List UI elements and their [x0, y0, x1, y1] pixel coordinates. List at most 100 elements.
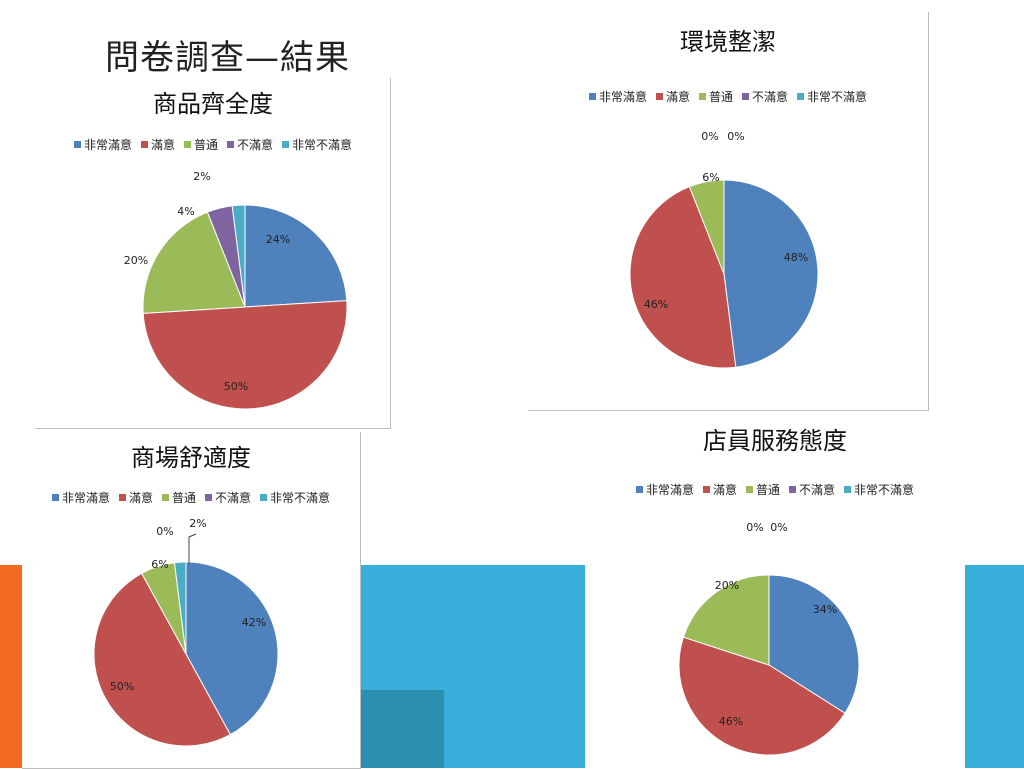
legend-swatch: [140, 141, 148, 148]
pie-slice-1: [723, 179, 819, 368]
legend-swatch: [797, 93, 805, 100]
legend-label: 普通: [708, 90, 733, 104]
data-label: 20%: [715, 579, 739, 592]
legend-item: 非常滿意: [588, 88, 647, 105]
chart-title: 店員服務態度: [703, 427, 847, 455]
pie-slice-3: [142, 211, 246, 314]
legend-item: 非常不滿意: [260, 489, 330, 506]
legend-label: 非常不滿意: [807, 90, 868, 104]
data-label: 6%: [151, 558, 168, 571]
legend-item: 不滿意: [742, 88, 788, 105]
legend-label: 普通: [755, 483, 780, 497]
legend-item: 滿意: [702, 481, 737, 498]
data-label: 2%: [193, 170, 210, 183]
chart-panel-mall-comfort: 商場舒適度 非常滿意 滿意 普通 不滿意 非常不滿意 42% 50% 6% 0% 2%: [22, 432, 361, 769]
page-title: 問卷調查—結果: [105, 38, 350, 78]
legend-item: 滿意: [655, 88, 690, 105]
legend-label: 不滿意: [752, 90, 789, 104]
legend-swatch: [588, 93, 596, 100]
legend-swatch: [161, 494, 169, 501]
pie-slice-3: [682, 574, 770, 666]
legend-swatch: [702, 486, 710, 493]
data-label: 50%: [110, 680, 134, 693]
legend-swatch: [227, 141, 234, 148]
chart-title: 環境整潔: [680, 28, 776, 56]
chart-legend: 非常滿意 滿意 普通 不滿意 非常不滿意: [528, 88, 928, 105]
pie-slice-1: [185, 561, 279, 736]
data-label: 0%: [746, 521, 763, 534]
legend-swatch: [742, 93, 749, 100]
data-label: 4%: [177, 205, 194, 218]
data-label: 24%: [266, 233, 290, 246]
chart-panel-staff-service-attitude: 店員服務態度 非常滿意 滿意 普通 不滿意 非常不滿意 34% 46% 20% 0% 0%: [585, 413, 965, 768]
legend-label: 普通: [171, 491, 196, 505]
data-label: 0%: [727, 130, 744, 143]
background-orange-band: [0, 565, 24, 768]
pie-slice-2: [93, 572, 232, 747]
chart-legend: 非常滿意 滿意 普通 不滿意 非常不滿意: [36, 136, 390, 153]
data-label: 6%: [702, 171, 719, 184]
chart-panel-product-variety: 商品齊全度 非常滿意 滿意 普通 不滿意 非常不滿意 24% 50% 20% 4% 2%: [36, 78, 391, 429]
legend-swatch: [260, 494, 268, 501]
data-label: 34%: [813, 603, 837, 616]
data-label: 0%: [770, 521, 787, 534]
pie-chart: 42% 50% 6% 0% 2%: [93, 517, 279, 747]
chart-panel-environment-cleanliness: 環境整潔 非常滿意 滿意 普通 不滿意 非常不滿意 48% 46% 6% 0% 0%: [528, 12, 929, 411]
pie-slice-1: [244, 204, 348, 308]
data-label: 2%: [189, 517, 206, 530]
pie-slice-2: [678, 636, 846, 756]
legend-label: 非常不滿意: [270, 491, 331, 505]
pie-slice-5: [173, 561, 187, 655]
legend-item: 滿意: [140, 136, 175, 153]
legend-item: 非常滿意: [635, 481, 694, 498]
legend-label: 非常不滿意: [854, 483, 915, 497]
chart-title: 商場舒適度: [131, 444, 251, 472]
legend-label: 滿意: [712, 483, 737, 497]
legend-label: 不滿意: [215, 491, 252, 505]
legend-swatch: [698, 93, 706, 100]
pie-slice-3: [688, 179, 725, 275]
data-label: 48%: [784, 251, 808, 264]
legend-item: 普通: [698, 88, 733, 105]
legend-label: 不滿意: [237, 138, 274, 152]
data-label: 0%: [156, 525, 173, 538]
leader-line: [188, 533, 197, 564]
legend-item: 普通: [745, 481, 780, 498]
legend-item: 不滿意: [205, 489, 251, 506]
legend-item: 不滿意: [789, 481, 835, 498]
pie-slice-5: [231, 204, 246, 308]
legend-item: 不滿意: [227, 136, 273, 153]
data-label: 0%: [701, 130, 718, 143]
legend-item: 滿意: [118, 489, 153, 506]
legend-label: 非常滿意: [598, 90, 647, 104]
pie-chart: 34% 46% 20% 0% 0%: [678, 521, 860, 756]
chart-legend: 非常滿意 滿意 普通 不滿意 非常不滿意: [585, 481, 965, 498]
legend-label: 不滿意: [799, 483, 836, 497]
legend-swatch: [51, 494, 59, 501]
legend-swatch: [844, 486, 852, 493]
legend-label: 滿意: [150, 138, 175, 152]
data-label: 20%: [124, 254, 148, 267]
chart-legend: 非常滿意 滿意 普通 不滿意 非常不滿意: [22, 489, 360, 506]
legend-swatch: [73, 141, 81, 148]
legend-label: 非常滿意: [83, 138, 132, 152]
pie-slice-2: [142, 300, 348, 410]
pie-chart: 24% 50% 20% 4% 2%: [124, 170, 348, 410]
data-label: 46%: [644, 298, 668, 311]
legend-swatch: [655, 93, 663, 100]
legend-item: 非常滿意: [51, 489, 110, 506]
legend-item: 非常不滿意: [844, 481, 914, 498]
legend-label: 非常滿意: [645, 483, 694, 497]
legend-item: 普通: [161, 489, 196, 506]
data-label: 42%: [242, 616, 266, 629]
legend-label: 滿意: [128, 491, 153, 505]
pie-slice-1: [768, 574, 860, 714]
legend-swatch: [183, 141, 191, 148]
legend-label: 普通: [193, 138, 218, 152]
chart-title: 商品齊全度: [153, 90, 273, 118]
legend-swatch: [205, 494, 212, 501]
legend-swatch: [789, 486, 796, 493]
data-label: 50%: [224, 380, 248, 393]
legend-swatch: [118, 494, 126, 501]
legend-swatch: [745, 486, 753, 493]
